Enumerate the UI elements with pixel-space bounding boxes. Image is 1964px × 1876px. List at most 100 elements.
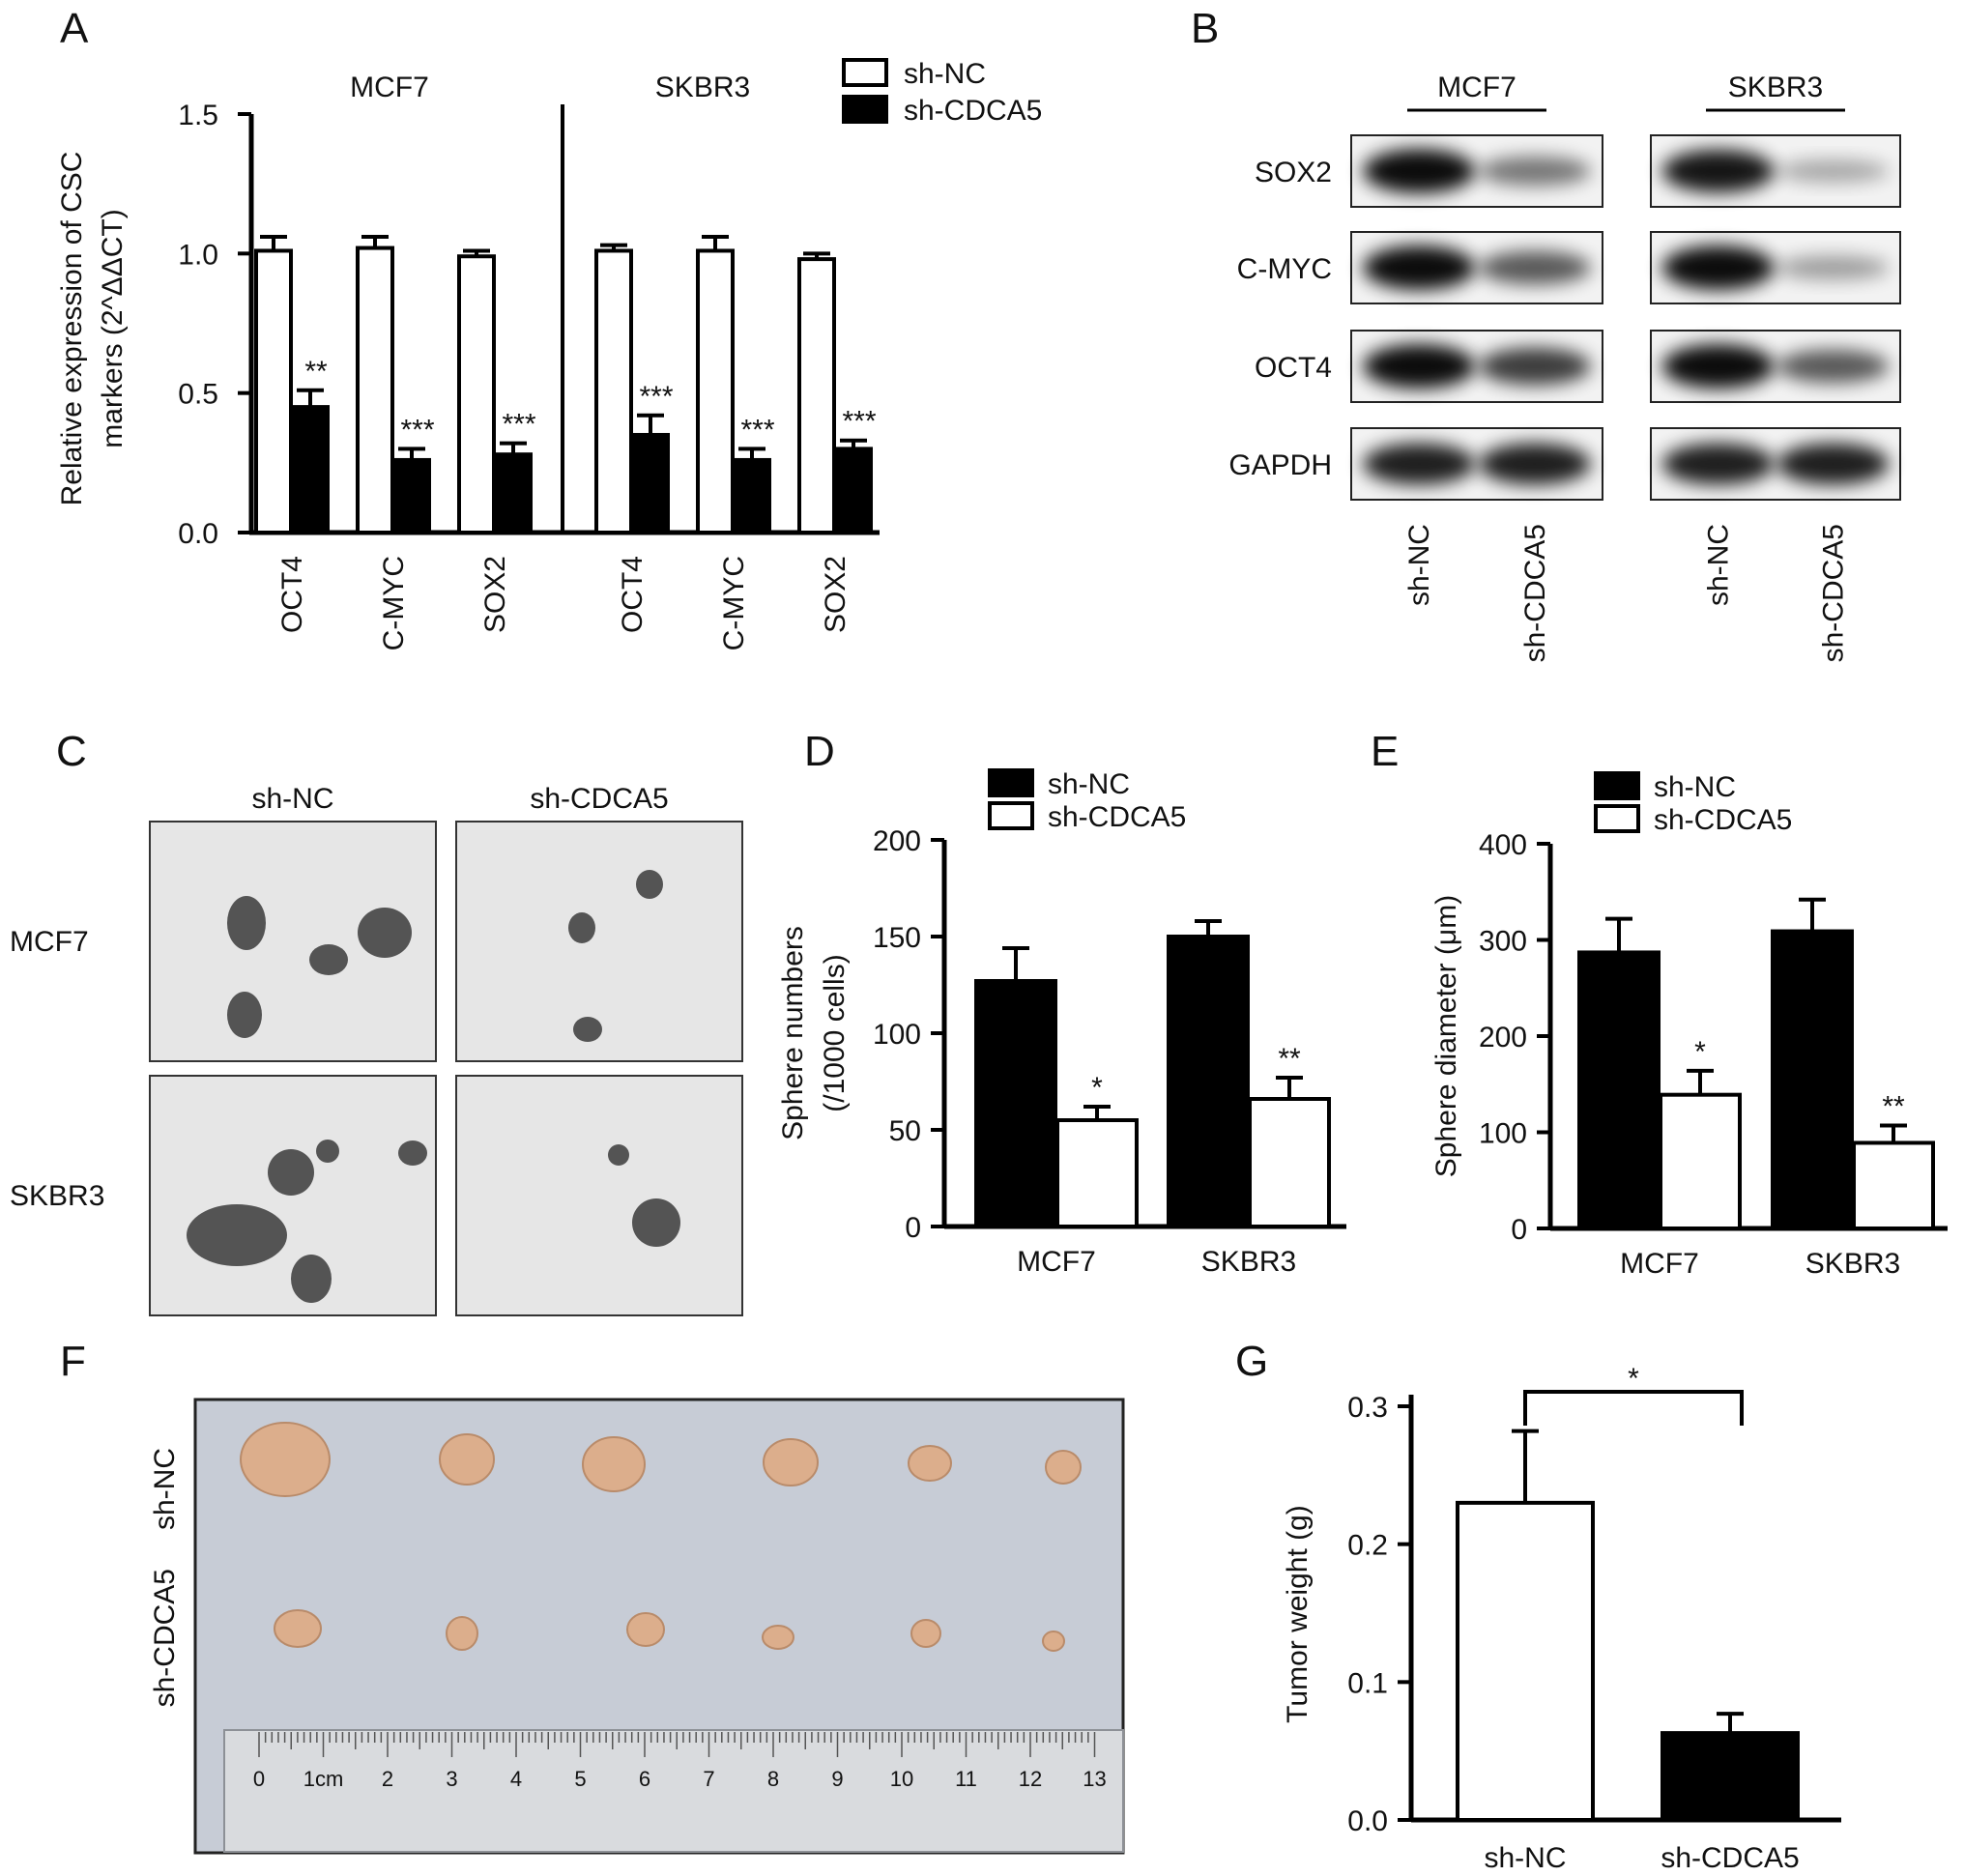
panel-f-ruler-label: 0 bbox=[253, 1767, 265, 1791]
panel-b-protein-label: C-MYC bbox=[1237, 253, 1332, 285]
panel-a-bar-sh-cdca5 bbox=[392, 457, 431, 534]
panel-a-bar-sh-cdca5 bbox=[631, 432, 670, 535]
panel-c-sphere bbox=[316, 1140, 339, 1163]
panel-letter-g: G bbox=[1235, 1338, 1268, 1385]
panel-d-chart-bar-sh-cdca5 bbox=[1248, 1097, 1331, 1228]
panel-a-legend-label-sh-cdca5: sh-CDCA5 bbox=[904, 95, 1042, 127]
panel-c-row-label: MCF7 bbox=[10, 926, 89, 958]
panel-f-ruler-label: 11 bbox=[955, 1767, 977, 1791]
panel-letter-a: A bbox=[60, 5, 89, 52]
panel-c-sphere bbox=[398, 1140, 427, 1166]
panel-b-lane-label: sh-NC bbox=[1403, 524, 1435, 606]
panel-d-chart-bar-sh-nc bbox=[1167, 935, 1250, 1228]
panel-f-ruler-label: 5 bbox=[574, 1767, 586, 1791]
panel-f-tumor bbox=[240, 1422, 331, 1497]
panel-f-tumor bbox=[1042, 1631, 1065, 1652]
panel-a-legend-swatch-sh-nc bbox=[842, 58, 888, 87]
panel-g-y-axis-label: Tumor weight (g) bbox=[1282, 1505, 1314, 1723]
panel-a-significance: *** bbox=[502, 409, 535, 441]
panel-a-bar-sh-nc bbox=[254, 248, 293, 534]
panel-b-band bbox=[1776, 349, 1890, 384]
panel-a-y-axis-label-line2: markers (2^ΔΔCT) bbox=[97, 209, 129, 448]
panel-d-chart-y-tick-label: 100 bbox=[873, 1019, 921, 1051]
panel-f-tumor bbox=[910, 1619, 941, 1648]
panel-d-chart-legend-label-sh-cdca5: sh-CDCA5 bbox=[1048, 801, 1186, 833]
panel-b-band bbox=[1478, 156, 1591, 187]
panel-a-bar-sh-cdca5 bbox=[834, 447, 873, 534]
panel-a-bar-sh-cdca5 bbox=[494, 452, 533, 535]
panel-f-ruler-label: 4 bbox=[510, 1767, 522, 1791]
panel-d-chart-y-tick-label: 150 bbox=[873, 922, 921, 954]
panel-f-ruler-label: 8 bbox=[767, 1767, 779, 1791]
panel-a-chart: 0.0 0.5 1.0 1.5 Relative expression of CSC ma… bbox=[56, 58, 1042, 650]
panel-e-chart-significance: ** bbox=[1882, 1091, 1905, 1123]
panel-a-bar-sh-nc bbox=[797, 257, 836, 534]
panel-e-chart-significance: * bbox=[1694, 1036, 1706, 1068]
panel-b-band bbox=[1776, 159, 1890, 183]
panel-c-column-label: sh-CDCA5 bbox=[530, 783, 668, 815]
panel-b-band bbox=[1363, 245, 1476, 290]
panel-f-tumor bbox=[582, 1436, 646, 1492]
panel-g-chart: 0.0 0.1 0.2 0.3 Tumor weight (g) sh-NC sh-CDCA… bbox=[1282, 1363, 1841, 1874]
panel-d-chart-x-tick-label: SKBR3 bbox=[1201, 1246, 1296, 1278]
panel-a-x-tick-label: OCT4 bbox=[276, 556, 308, 633]
panel-f-ruler-label: 13 bbox=[1083, 1767, 1106, 1791]
panel-f-tumor-photo: sh-NC sh-CDCA5 0 1cm 2 3 4 5 6 7 8 9 10 11 12 13 bbox=[149, 1398, 1125, 1855]
panel-g-y-tick-label: 0.3 bbox=[1347, 1392, 1388, 1424]
panel-b-band bbox=[1661, 245, 1775, 290]
panel-e-chart: 0 100 200 300 400 Sphere diameter (μm) * MCF7 **… bbox=[1430, 771, 1948, 1280]
panel-f-tumor bbox=[439, 1433, 495, 1486]
panel-a-bar-sh-nc bbox=[457, 254, 496, 534]
panel-f-tumor bbox=[763, 1438, 819, 1486]
panel-e-chart-legend-swatch-sh-nc bbox=[1594, 771, 1640, 800]
panel-a-group-label: SKBR3 bbox=[655, 72, 750, 103]
panel-e-chart-bar-sh-nc bbox=[1577, 950, 1661, 1230]
panel-b-band bbox=[1478, 443, 1591, 485]
panel-c-sphere bbox=[608, 1144, 629, 1166]
panel-e-chart-legend-label-sh-cdca5: sh-CDCA5 bbox=[1654, 804, 1792, 836]
panel-letter-f: F bbox=[60, 1338, 86, 1385]
panel-e-chart-y-tick-label: 100 bbox=[1479, 1118, 1527, 1150]
panel-e-chart-y-tick-label: 200 bbox=[1479, 1022, 1527, 1053]
panel-e-chart-bar-sh-cdca5 bbox=[1659, 1092, 1742, 1230]
panel-letter-e: E bbox=[1371, 728, 1399, 775]
panel-g-x-tick-label: sh-NC bbox=[1484, 1842, 1566, 1874]
panel-d-chart-y-tick-label: 200 bbox=[873, 825, 921, 857]
panel-a-x-tick-label: OCT4 bbox=[617, 556, 649, 633]
panel-b-band bbox=[1363, 149, 1476, 193]
panel-e-chart-legend-swatch-sh-cdca5 bbox=[1594, 804, 1640, 833]
panel-f-tumor bbox=[274, 1609, 322, 1648]
panel-b-band bbox=[1776, 255, 1890, 280]
panel-c-sphere bbox=[636, 870, 663, 899]
panel-a-bar-sh-nc bbox=[356, 245, 394, 534]
panel-b-protein-label: SOX2 bbox=[1255, 157, 1332, 188]
panel-f-ruler-label: 9 bbox=[831, 1767, 843, 1791]
panel-c-micrograph bbox=[455, 1075, 743, 1316]
panel-c-sphere bbox=[187, 1204, 287, 1266]
panel-c-sphere bbox=[358, 908, 412, 958]
panel-e-chart-y-tick-label: 300 bbox=[1479, 926, 1527, 958]
panel-g-bar bbox=[1661, 1731, 1800, 1822]
panel-c-sphere bbox=[227, 896, 266, 950]
panel-b-band bbox=[1478, 347, 1591, 386]
panel-g-x-tick-label: sh-CDCA5 bbox=[1661, 1842, 1799, 1874]
panel-a-x-tick-label: C-MYC bbox=[718, 556, 750, 650]
panel-b-group-label: MCF7 bbox=[1437, 72, 1516, 103]
panel-f-row-label: sh-NC bbox=[149, 1448, 181, 1530]
panel-d-chart-significance: ** bbox=[1278, 1043, 1301, 1075]
panel-g-y-tick-label: 0.1 bbox=[1347, 1667, 1388, 1699]
panel-d-chart-legend-swatch-sh-nc bbox=[988, 768, 1034, 797]
panel-c-sphere bbox=[309, 944, 348, 975]
panel-b-band bbox=[1776, 443, 1890, 485]
panel-c-sphere bbox=[268, 1149, 314, 1196]
panel-c-row-label: SKBR3 bbox=[10, 1180, 104, 1212]
panel-f-ruler-label: 6 bbox=[639, 1767, 650, 1791]
panel-e-chart-y-tick-label: 400 bbox=[1479, 829, 1527, 861]
panel-f-tumor bbox=[626, 1612, 665, 1647]
panel-g-significance-bracket bbox=[1523, 1390, 1744, 1426]
panel-b-band bbox=[1661, 149, 1775, 193]
panel-c-sphere bbox=[227, 992, 262, 1038]
panel-c-sphere bbox=[632, 1198, 680, 1247]
panel-a-significance: *** bbox=[400, 414, 434, 446]
